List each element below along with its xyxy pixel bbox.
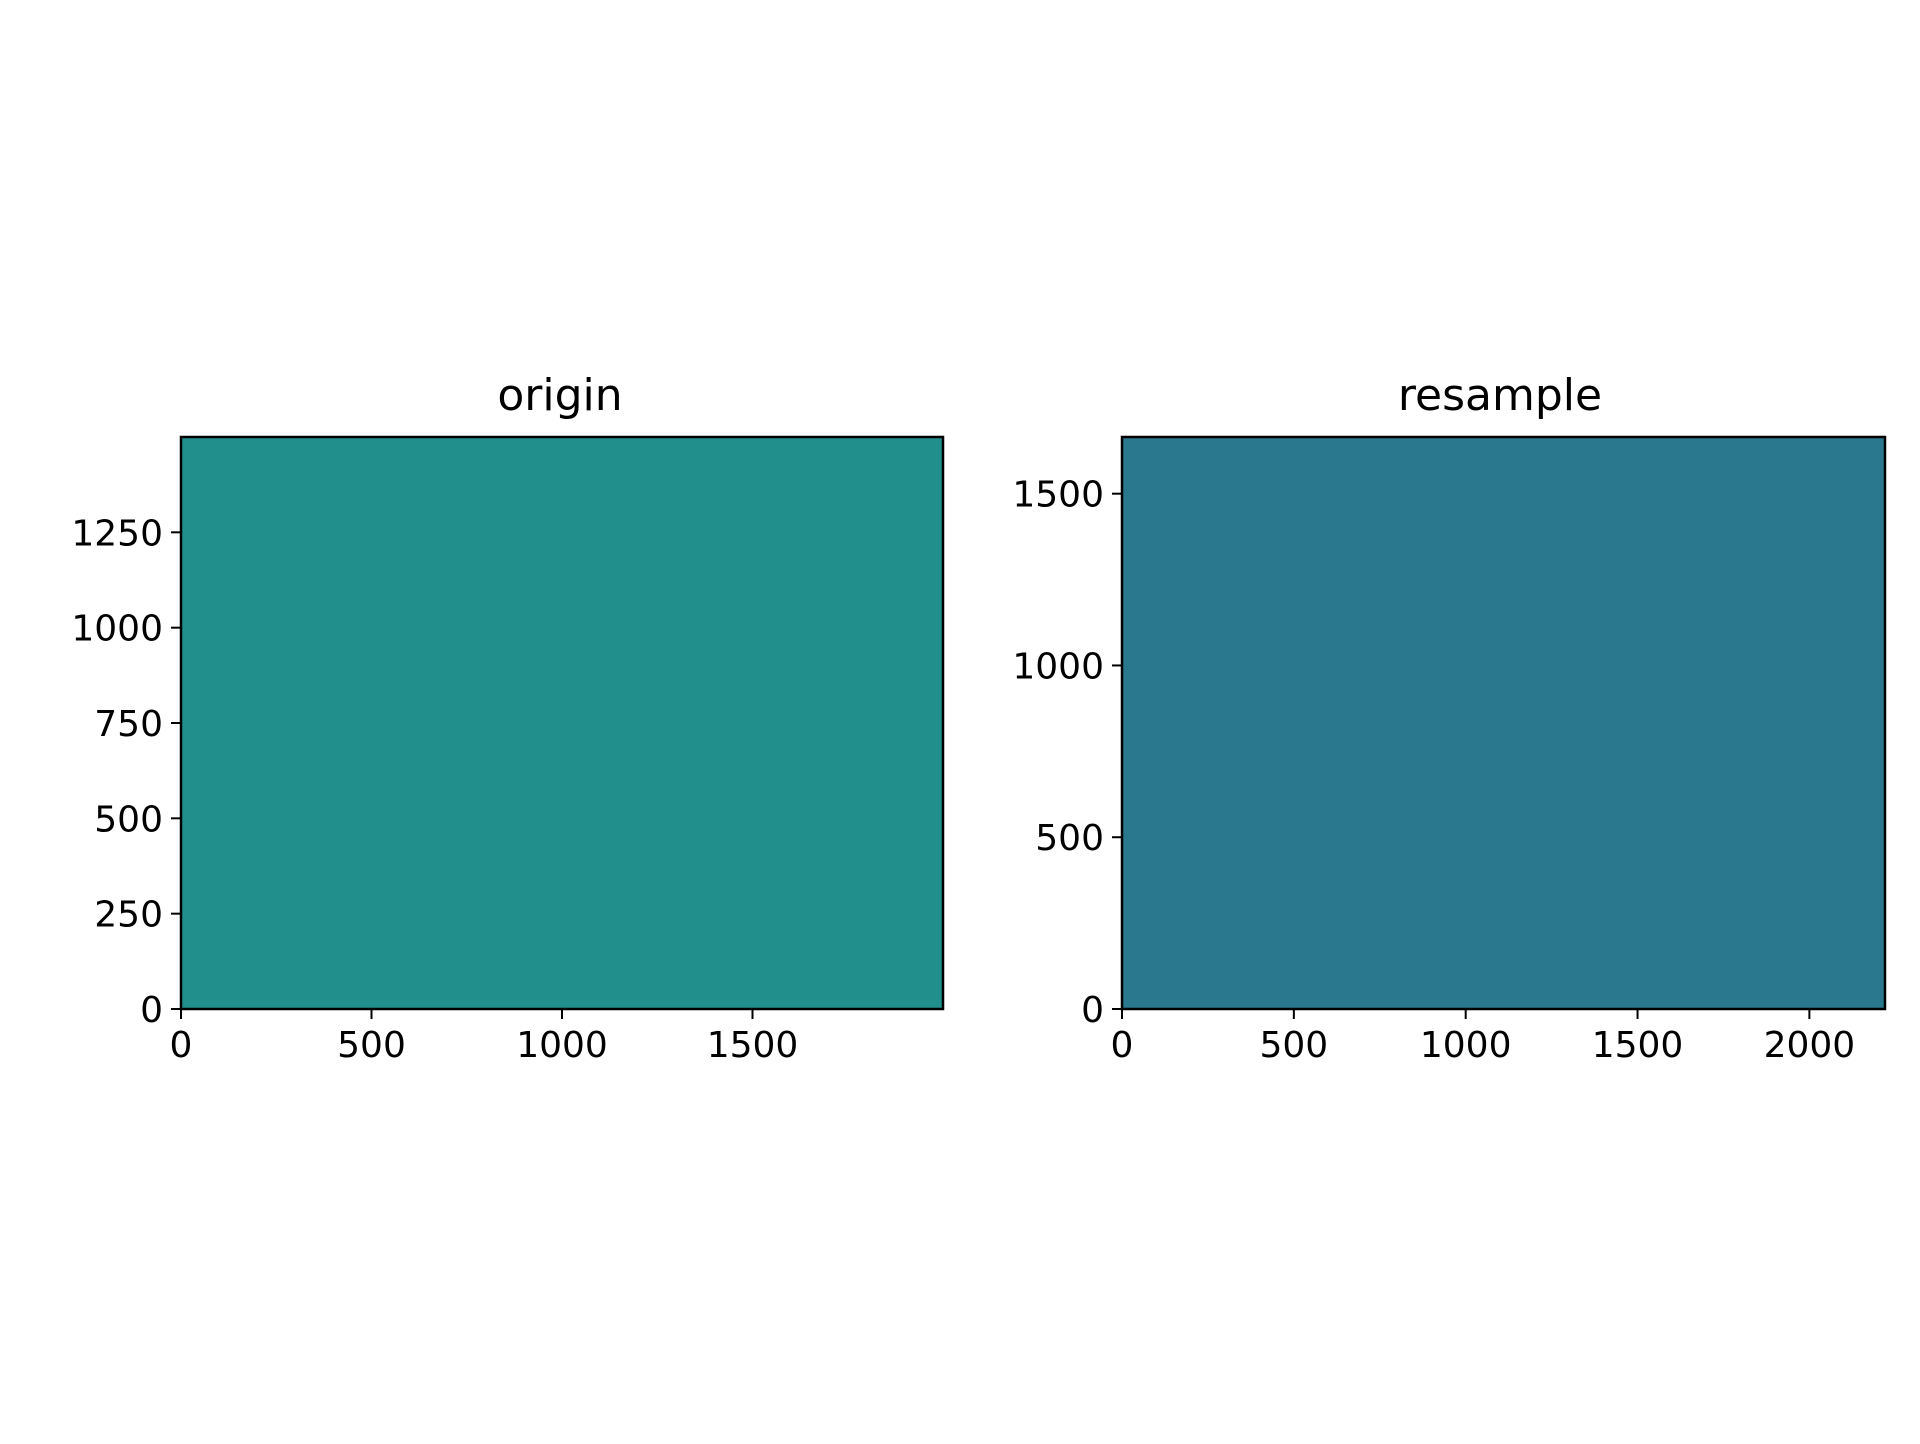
- panel-title-origin: origin: [497, 370, 622, 421]
- y-tick-label: 1000: [1012, 646, 1104, 687]
- x-tick-label: 0: [1111, 1025, 1134, 1066]
- x-tick-label: 1500: [1592, 1025, 1684, 1066]
- panel-origin: origin 0 500 1000 1500 0 250 500 750 1000 1250: [71, 370, 945, 1066]
- y-tick-label: 500: [1035, 818, 1104, 859]
- panel-title-resample: resample: [1398, 370, 1602, 421]
- x-tick-label: 500: [1259, 1025, 1328, 1066]
- x-tick-label: 2000: [1764, 1025, 1856, 1066]
- x-tick-label: 1500: [707, 1025, 799, 1066]
- y-tick-label: 1000: [71, 609, 163, 650]
- y-tick-label: 0: [1081, 990, 1104, 1031]
- x-tick-label: 500: [337, 1025, 406, 1066]
- y-tick-label: 250: [94, 895, 163, 936]
- y-tick-label: 750: [94, 704, 163, 745]
- x-tick-label: 0: [170, 1025, 193, 1066]
- axes-frame: [1120, 435, 1887, 1011]
- y-tick-label: 0: [140, 990, 163, 1031]
- panel-resample: resample 0 500 1000 1500 2000 0 500 1000 1500: [1012, 370, 1887, 1066]
- x-tick-label: 1000: [1420, 1025, 1512, 1066]
- y-tick-label: 500: [94, 799, 163, 840]
- axes-frame: [179, 435, 945, 1011]
- y-tick-label: 1250: [71, 513, 163, 554]
- y-tick-label: 1500: [1012, 475, 1104, 516]
- image-fill: [181, 437, 943, 1009]
- x-tick-label: 1000: [516, 1025, 608, 1066]
- image-fill: [1122, 437, 1885, 1009]
